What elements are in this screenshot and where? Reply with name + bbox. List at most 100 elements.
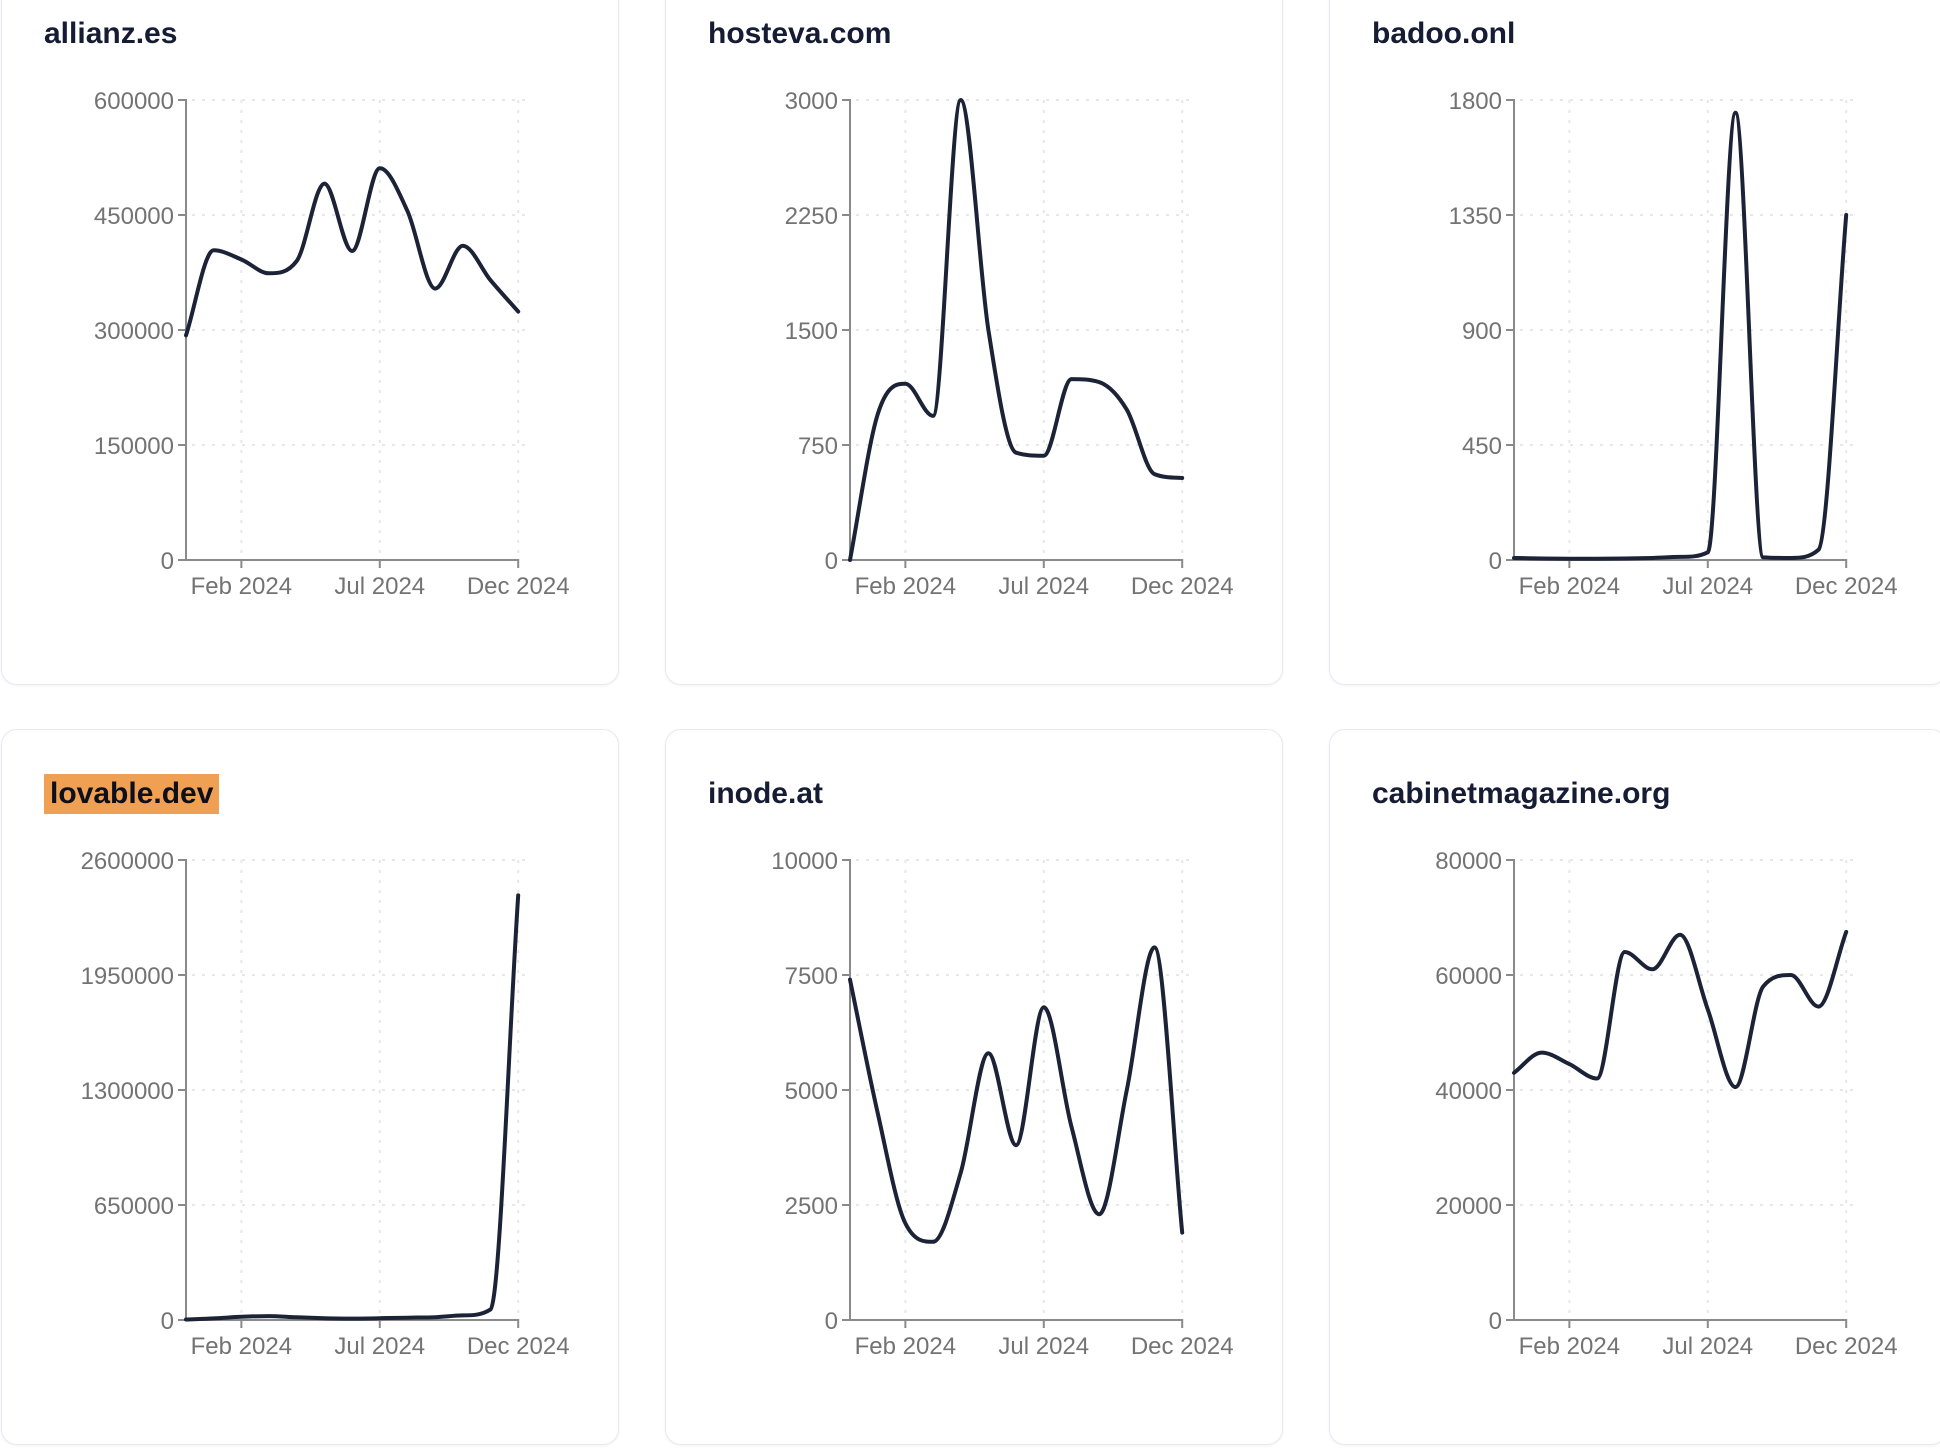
y-axis bbox=[178, 99, 187, 560]
y-tick-label: 0 bbox=[161, 548, 174, 575]
y-tick-label: 750 bbox=[798, 433, 838, 460]
trend-line bbox=[1512, 110, 1849, 561]
y-tick-label: 0 bbox=[825, 548, 838, 575]
trend-line bbox=[184, 166, 521, 338]
x-tick-label: Dec 2024 bbox=[1131, 573, 1234, 600]
axes bbox=[1506, 859, 1848, 1328]
y-tick-label: 5000 bbox=[785, 1078, 838, 1105]
card-header: cabinetmagazine.org bbox=[1372, 775, 1926, 813]
x-axis bbox=[186, 559, 520, 568]
y-tick-label: 20000 bbox=[1435, 1193, 1502, 1220]
x-axis bbox=[850, 559, 1184, 568]
y-tick-label: 0 bbox=[825, 1308, 838, 1335]
x-tick-label: Feb 2024 bbox=[855, 1333, 956, 1360]
x-tick-label: Jul 2024 bbox=[334, 1333, 425, 1360]
axis-labels: 0 650000 1300000 1950000 2600000 Feb 2024 Jul … bbox=[81, 848, 570, 1360]
y-tick-label: 1800 bbox=[1449, 88, 1502, 115]
line-chart: 0 2500 5000 7500 10000 Feb 2024 Jul 2024 Dec 20… bbox=[771, 848, 1233, 1360]
chart-card-cabinetmagazine-org[interactable]: cabinetmagazine.org 0 20000 40000 60000 8000… bbox=[1329, 729, 1940, 1445]
x-tick-label: Jul 2024 bbox=[998, 573, 1089, 600]
domain-title: inode.at bbox=[708, 777, 824, 810]
gridlines bbox=[856, 859, 1196, 1320]
y-tick-label: 1500 bbox=[785, 318, 838, 345]
chart-card-allianz-es[interactable]: allianz.es 0 150000 300000 450000 600000 Feb … bbox=[1, 0, 619, 685]
card-header: allianz.es bbox=[44, 15, 598, 53]
chart-card-lovable-dev[interactable]: lovable.dev 0 650000 1300000 1950000 2600000… bbox=[1, 729, 619, 1445]
line-chart: 0 20000 40000 60000 80000 Feb 2024 Jul 2024 Dec… bbox=[1435, 848, 1897, 1360]
axes bbox=[842, 99, 1184, 568]
y-tick-label: 150000 bbox=[94, 433, 174, 460]
x-tick-label: Dec 2024 bbox=[467, 1333, 570, 1360]
chart-card-inode-at[interactable]: inode.at 0 2500 5000 7500 10000 Feb 2024 Jul 2… bbox=[665, 729, 1283, 1445]
line-chart: 0 650000 1300000 1950000 2600000 Feb 2024 Jul … bbox=[81, 848, 570, 1360]
x-tick-label: Dec 2024 bbox=[1131, 1333, 1234, 1360]
y-tick-label: 450000 bbox=[94, 203, 174, 230]
axis-labels: 0 150000 300000 450000 600000 Feb 2024 Jul 202… bbox=[94, 88, 570, 600]
y-tick-label: 40000 bbox=[1435, 1078, 1502, 1105]
axis-labels: 0 750 1500 2250 3000 Feb 2024 Jul 2024 Dec 2024 bbox=[785, 88, 1234, 600]
axes bbox=[1506, 99, 1848, 568]
gridlines bbox=[192, 99, 532, 560]
y-tick-label: 2600000 bbox=[81, 848, 174, 875]
chart-card-hosteva-com[interactable]: hosteva.com 0 750 1500 2250 3000 Feb 2024 Jul … bbox=[665, 0, 1283, 685]
x-tick-label: Feb 2024 bbox=[191, 1333, 292, 1360]
axes bbox=[178, 99, 520, 568]
y-tick-label: 900 bbox=[1462, 318, 1502, 345]
line-chart: 0 450 900 1350 1800 Feb 2024 Jul 2024 Dec 2024 bbox=[1449, 88, 1898, 600]
trend-line bbox=[848, 98, 1185, 562]
domain-title: lovable.dev bbox=[44, 774, 220, 814]
trend-line bbox=[1512, 929, 1849, 1090]
y-tick-label: 2250 bbox=[785, 203, 838, 230]
axis-labels: 0 2500 5000 7500 10000 Feb 2024 Jul 2024 Dec 20… bbox=[771, 848, 1233, 1360]
x-tick-label: Jul 2024 bbox=[334, 573, 425, 600]
x-tick-label: Dec 2024 bbox=[467, 573, 570, 600]
y-tick-label: 1350 bbox=[1449, 203, 1502, 230]
y-axis bbox=[1506, 99, 1515, 560]
y-axis bbox=[1506, 859, 1515, 1320]
y-tick-label: 0 bbox=[1489, 548, 1502, 575]
gridlines bbox=[1520, 859, 1860, 1320]
y-tick-label: 60000 bbox=[1435, 963, 1502, 990]
domain-title: badoo.onl bbox=[1372, 17, 1516, 50]
x-tick-label: Jul 2024 bbox=[1662, 1333, 1753, 1360]
y-axis bbox=[842, 99, 851, 560]
x-tick-label: Jul 2024 bbox=[1662, 573, 1753, 600]
domain-title: cabinetmagazine.org bbox=[1372, 777, 1671, 810]
x-tick-label: Dec 2024 bbox=[1795, 573, 1898, 600]
y-axis bbox=[842, 859, 851, 1320]
x-tick-label: Jul 2024 bbox=[998, 1333, 1089, 1360]
trend-line bbox=[184, 893, 521, 1322]
x-axis bbox=[1514, 1319, 1848, 1328]
axis-labels: 0 450 900 1350 1800 Feb 2024 Jul 2024 Dec 2024 bbox=[1449, 88, 1898, 600]
x-tick-label: Feb 2024 bbox=[1519, 573, 1620, 600]
card-header: badoo.onl bbox=[1372, 15, 1926, 53]
y-tick-label: 2500 bbox=[785, 1193, 838, 1220]
trend-line bbox=[848, 945, 1185, 1244]
y-tick-label: 0 bbox=[1489, 1308, 1502, 1335]
y-tick-label: 1300000 bbox=[81, 1078, 174, 1105]
domain-title: allianz.es bbox=[44, 17, 178, 50]
y-tick-label: 600000 bbox=[94, 88, 174, 115]
y-tick-label: 7500 bbox=[785, 963, 838, 990]
y-tick-label: 10000 bbox=[771, 848, 838, 875]
x-tick-label: Feb 2024 bbox=[1519, 1333, 1620, 1360]
domain-title: hosteva.com bbox=[708, 17, 892, 50]
gridlines bbox=[856, 99, 1196, 560]
gridlines bbox=[1520, 99, 1860, 560]
axis-labels: 0 20000 40000 60000 80000 Feb 2024 Jul 2024 Dec… bbox=[1435, 848, 1897, 1360]
line-chart: 0 750 1500 2250 3000 Feb 2024 Jul 2024 Dec 2024 bbox=[785, 88, 1234, 600]
y-tick-label: 650000 bbox=[94, 1193, 174, 1220]
x-tick-label: Feb 2024 bbox=[855, 573, 956, 600]
x-axis bbox=[1514, 559, 1848, 568]
y-tick-label: 300000 bbox=[94, 318, 174, 345]
x-axis bbox=[186, 1319, 520, 1328]
y-tick-label: 3000 bbox=[785, 88, 838, 115]
y-axis bbox=[178, 859, 187, 1320]
axes bbox=[178, 859, 520, 1328]
chart-card-badoo-onl[interactable]: badoo.onl 0 450 900 1350 1800 Feb 2024 Jul 202… bbox=[1329, 0, 1940, 685]
y-tick-label: 1950000 bbox=[81, 963, 174, 990]
y-tick-label: 450 bbox=[1462, 433, 1502, 460]
y-tick-label: 80000 bbox=[1435, 848, 1502, 875]
card-header: inode.at bbox=[708, 775, 1262, 813]
x-tick-label: Feb 2024 bbox=[191, 573, 292, 600]
